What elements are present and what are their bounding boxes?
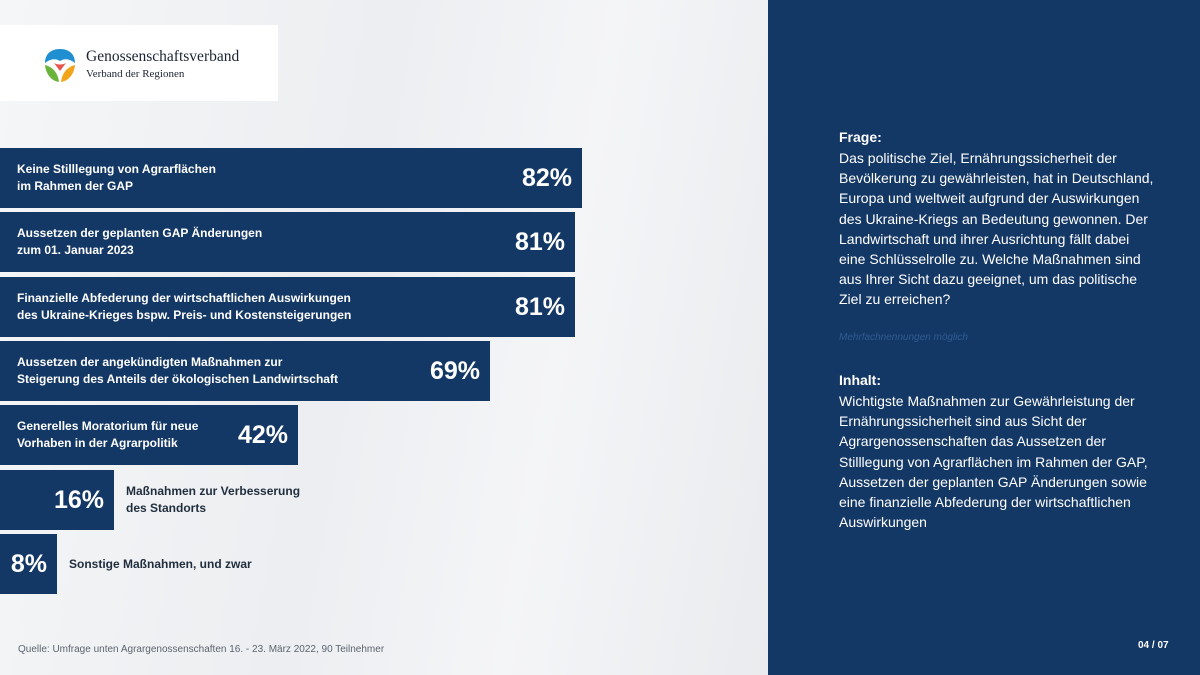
- bar-label: Keine Stilllegung von Agrarflächen im Ra…: [17, 162, 216, 193]
- mehrfachnennungen-note: Mehrfachnennungen möglich: [839, 332, 968, 343]
- logo-title: Genossenschaftsverband: [86, 48, 240, 65]
- info-panel: Frage: Das politische Ziel, Ernährungssi…: [768, 0, 1200, 675]
- logo-subtitle: Verband der Regionen: [86, 68, 185, 80]
- inhalt-text: Wichtigste Maßnahmen zur Gewährleistung …: [839, 393, 1148, 531]
- bar-value-label: 8%: [10, 550, 47, 578]
- bar-label: Aussetzen der geplanten GAP Änderungen z…: [17, 226, 263, 257]
- frage-heading: Frage:: [839, 129, 882, 145]
- bar: [0, 470, 114, 530]
- bar-value-label: 82%: [521, 164, 572, 192]
- bar: [0, 212, 575, 272]
- page-number: 04 / 07: [1138, 640, 1169, 651]
- bar-value-label: 16%: [53, 486, 104, 514]
- inhalt-heading: Inhalt:: [839, 372, 881, 388]
- bar: [0, 341, 490, 401]
- horizontal-bar-chart: Keine Stilllegung von Agrarflächen im Ra…: [0, 148, 582, 594]
- genossenschaft-logo-icon: [45, 49, 75, 82]
- frage-text: Das politische Ziel, Ernährungssicherhei…: [839, 150, 1154, 308]
- bar-value-label: 81%: [514, 293, 565, 321]
- bar-label: Generelles Moratorium für neue Vorhaben …: [17, 419, 199, 450]
- bar: [0, 148, 582, 208]
- bar-value-label: 42%: [237, 421, 288, 449]
- bar-label: Finanzielle Abfederung der wirtschaftlic…: [17, 291, 352, 322]
- bar-label: Maßnahmen zur Verbesserung des Standorts: [126, 484, 301, 515]
- bar-value-label: 81%: [514, 228, 565, 256]
- bar-label: Sonstige Maßnahmen, und zwar: [69, 556, 252, 571]
- bar-value-label: 69%: [429, 357, 480, 385]
- logo: Genossenschaftsverband Verband der Regio…: [0, 25, 278, 101]
- chart-source: Quelle: Umfrage unten Agrargenossenschaf…: [18, 644, 385, 655]
- bar-label: Aussetzen der angekündigten Maßnahmen zu…: [17, 355, 338, 386]
- bar: [0, 277, 575, 337]
- bar: [0, 405, 298, 465]
- background: [0, 0, 768, 675]
- bar: [0, 534, 57, 594]
